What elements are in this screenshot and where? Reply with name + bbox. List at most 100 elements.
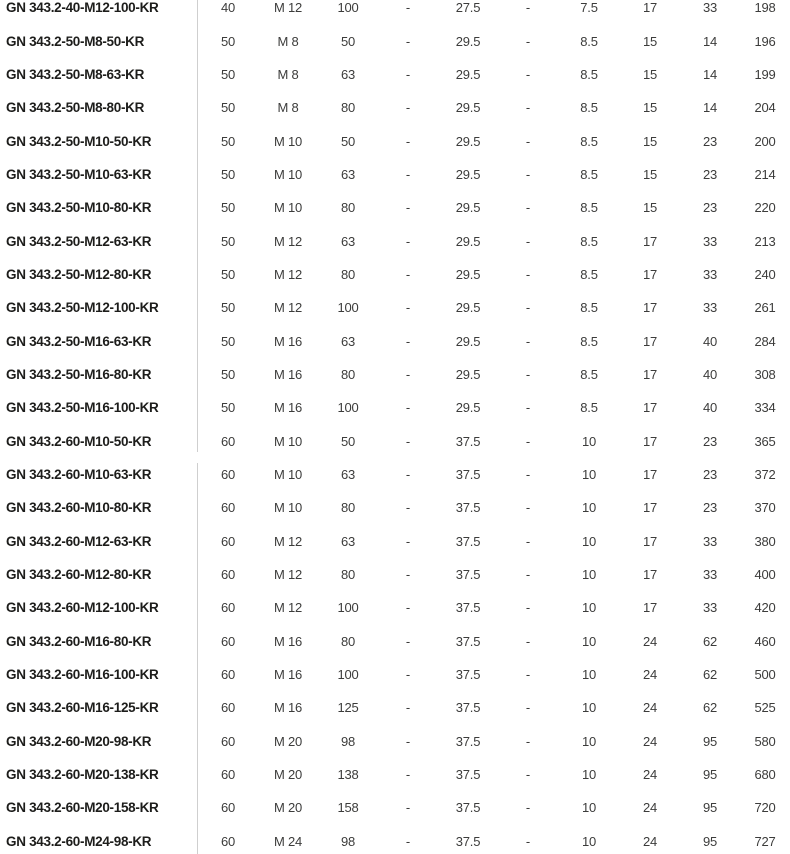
cell-dim-value-2: 40 [702, 400, 718, 416]
cell-dim-value: 10 [581, 567, 597, 583]
part-number-link[interactable]: GN 343.2-50-M16-100-KR [6, 400, 159, 416]
part-number-link[interactable]: GN 343.2-60-M16-100-KR [6, 667, 159, 683]
part-number-link[interactable]: GN 343.2-50-M8-63-KR [6, 66, 145, 82]
cell-d-value: 60 [220, 733, 236, 749]
table-row: GN 343.2-50-M16-100-KR 50 M 16 100 - 29.… [0, 391, 790, 424]
part-number-link[interactable]: GN 343.2-60-M16-125-KR [6, 700, 159, 716]
cell-dim-value-2: 23 [702, 166, 718, 182]
cell-dim-value-2: 33 [702, 233, 718, 249]
part-number-link[interactable]: GN 343.2-50-M10-80-KR [6, 200, 152, 216]
cell-dash-2: - [525, 800, 531, 816]
part-number-link[interactable]: GN 343.2-50-M16-63-KR [6, 333, 152, 349]
cell-dash-2: - [525, 366, 531, 382]
cell-weight-value: 680 [754, 767, 776, 783]
cell-dash-2: - [525, 500, 531, 516]
cell-d-value: 60 [220, 767, 236, 783]
cell-dash-2: - [525, 600, 531, 616]
part-number-link[interactable]: GN 343.2-50-M12-100-KR [6, 300, 159, 316]
part-number-link[interactable]: GN 343.2-60-M10-80-KR [6, 500, 152, 516]
cell-wrench-size: 17 [642, 333, 658, 349]
cell-d-value: 50 [220, 266, 236, 282]
cell-d-value: 50 [220, 200, 236, 216]
part-number-link[interactable]: GN 343.2-60-M12-100-KR [6, 600, 159, 616]
cell-d-value: 60 [220, 600, 236, 616]
part-number-link[interactable]: GN 343.2-60-M24-98-KR [6, 833, 152, 849]
cell-thread-size: M 20 [273, 767, 303, 783]
cell-dim-value: 10 [581, 833, 597, 849]
cell-d-value: 60 [220, 667, 236, 683]
cell-weight-value: 372 [754, 466, 776, 482]
cell-d-value: 50 [220, 400, 236, 416]
part-number-link[interactable]: GN 343.2-50-M8-50-KR [6, 33, 145, 49]
part-number-link[interactable]: GN 343.2-50-M12-63-KR [6, 233, 152, 249]
cell-dim-value: 10 [581, 500, 597, 516]
cell-dim-value: 10 [581, 733, 597, 749]
part-number-link[interactable]: GN 343.2-60-M12-63-KR [6, 533, 152, 549]
cell-weight-value: 199 [754, 66, 776, 82]
cell-length-l1: 50 [340, 433, 356, 449]
cell-dash-1: - [405, 733, 411, 749]
table-row: GN 343.2-60-M16-80-KR 60 M 16 80 - 37.5 … [0, 625, 790, 658]
cell-d-value: 60 [220, 800, 236, 816]
cell-height-value: 29.5 [455, 366, 481, 382]
part-number-link[interactable]: GN 343.2-50-M8-80-KR [6, 100, 145, 116]
cell-dim-value: 10 [581, 667, 597, 683]
cell-weight-value: 240 [754, 266, 776, 282]
part-number-link[interactable]: GN 343.2-60-M10-50-KR [6, 433, 152, 449]
cell-dash-2: - [525, 100, 531, 116]
cell-thread-size: M 12 [273, 0, 303, 16]
part-number-link[interactable]: GN 343.2-50-M10-63-KR [6, 166, 152, 182]
cell-height-value: 37.5 [455, 600, 481, 616]
cell-dim-value-2: 23 [702, 500, 718, 516]
cell-weight-value: 720 [754, 800, 776, 816]
table-row: GN 343.2-50-M10-80-KR 50 M 10 80 - 29.5 … [0, 191, 790, 224]
cell-d-value: 60 [220, 833, 236, 849]
table-row: GN 343.2-60-M20-138-KR 60 M 20 138 - 37.… [0, 758, 790, 791]
cell-height-value: 29.5 [455, 400, 481, 416]
cell-length-l1: 125 [337, 700, 359, 716]
cell-height-value: 29.5 [455, 166, 481, 182]
cell-dim-value: 7.5 [580, 0, 598, 16]
part-number-link[interactable]: GN 343.2-60-M20-138-KR [6, 767, 159, 783]
cell-thread-size: M 12 [273, 233, 303, 249]
part-number-link[interactable]: GN 343.2-40-M12-100-KR [6, 0, 159, 16]
table-row: GN 343.2-60-M24-98-KR 60 M 24 98 - 37.5 … [0, 825, 790, 854]
cell-dash-2: - [525, 66, 531, 82]
cell-d-value: 50 [220, 166, 236, 182]
part-number-link[interactable]: GN 343.2-60-M10-63-KR [6, 466, 152, 482]
cell-weight-value: 334 [754, 400, 776, 416]
cell-dim-value-2: 23 [702, 433, 718, 449]
cell-wrench-size: 17 [642, 366, 658, 382]
cell-wrench-size: 17 [642, 266, 658, 282]
cell-thread-size: M 12 [273, 533, 303, 549]
cell-thread-size: M 24 [273, 833, 303, 849]
cell-d-value: 50 [220, 33, 236, 49]
part-number-link[interactable]: GN 343.2-60-M12-80-KR [6, 567, 152, 583]
part-number-link[interactable]: GN 343.2-50-M10-50-KR [6, 133, 152, 149]
cell-dash-2: - [525, 567, 531, 583]
cell-wrench-size: 17 [642, 400, 658, 416]
cell-length-l1: 158 [337, 800, 359, 816]
cell-dash-1: - [405, 66, 411, 82]
table-row: GN 343.2-60-M12-100-KR 60 M 12 100 - 37.… [0, 591, 790, 624]
cell-wrench-size: 17 [642, 466, 658, 482]
part-number-link[interactable]: GN 343.2-60-M20-98-KR [6, 733, 152, 749]
table-row: GN 343.2-40-M12-100-KR 40 M 12 100 - 27.… [0, 0, 790, 24]
cell-weight-value: 308 [754, 366, 776, 382]
column-divider-top-segment [197, 0, 198, 452]
cell-dim-value-2: 33 [702, 266, 718, 282]
part-number-link[interactable]: GN 343.2-50-M16-80-KR [6, 366, 152, 382]
cell-dim-value: 8.5 [580, 233, 598, 249]
table-row: GN 343.2-60-M20-98-KR 60 M 20 98 - 37.5 … [0, 725, 790, 758]
part-number-link[interactable]: GN 343.2-60-M16-80-KR [6, 633, 152, 649]
cell-dash-1: - [405, 533, 411, 549]
cell-thread-size: M 16 [273, 366, 303, 382]
part-number-link[interactable]: GN 343.2-50-M12-80-KR [6, 266, 152, 282]
cell-dash-1: - [405, 33, 411, 49]
cell-weight-value: 420 [754, 600, 776, 616]
cell-height-value: 29.5 [455, 200, 481, 216]
cell-d-value: 60 [220, 466, 236, 482]
table-row: GN 343.2-60-M12-80-KR 60 M 12 80 - 37.5 … [0, 558, 790, 591]
part-number-link[interactable]: GN 343.2-60-M20-158-KR [6, 800, 159, 816]
